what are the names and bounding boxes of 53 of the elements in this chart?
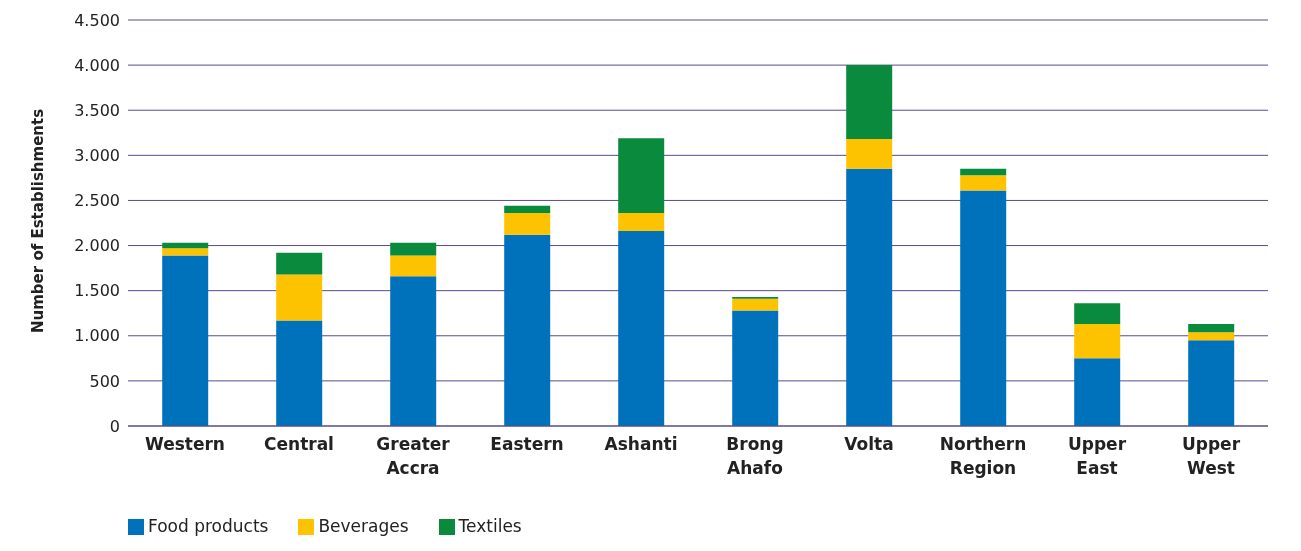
bar xyxy=(618,213,665,232)
bar xyxy=(846,168,893,426)
x-tick-label: Greater Accra xyxy=(376,434,451,478)
x-tick-label: Upper East xyxy=(1067,434,1127,478)
y-tick-label: 1.000 xyxy=(74,326,120,346)
bar xyxy=(504,213,551,235)
bar xyxy=(846,139,893,169)
bar xyxy=(1188,340,1235,426)
y-tick-label: 3.000 xyxy=(74,146,120,166)
x-tick-label: Western xyxy=(145,434,225,454)
y-tick-label: 3.500 xyxy=(74,100,120,120)
bar xyxy=(1188,324,1235,333)
bar xyxy=(732,310,779,426)
bar xyxy=(276,274,323,321)
bar xyxy=(390,255,437,277)
y-tick-label: 4.500 xyxy=(74,10,120,30)
y-tick-label: 500 xyxy=(89,371,120,391)
legend-label: Food products xyxy=(148,516,269,536)
bar xyxy=(1188,332,1235,341)
bar xyxy=(276,252,323,275)
legend-label: Beverages xyxy=(318,516,409,536)
y-tick-label: 1.500 xyxy=(74,281,120,301)
bar xyxy=(390,276,437,426)
x-tick-label: Ashanti xyxy=(604,434,678,454)
bar xyxy=(390,242,437,256)
y-tick-label: 2.000 xyxy=(74,236,120,256)
x-tick-label: Volta xyxy=(844,434,894,454)
bar xyxy=(960,190,1007,426)
bar xyxy=(162,255,209,426)
bar xyxy=(162,242,209,249)
bar xyxy=(276,320,323,426)
bar xyxy=(618,231,665,426)
y-tick-label: 0 xyxy=(109,416,120,436)
bar xyxy=(732,298,779,311)
bar xyxy=(1074,303,1121,325)
bar xyxy=(162,248,209,256)
y-tick-label: 4.000 xyxy=(74,55,120,75)
x-tick-label: Northern Region xyxy=(939,434,1027,478)
bar xyxy=(846,65,893,140)
legend-label: Textiles xyxy=(458,516,522,536)
x-tick-label: Eastern xyxy=(490,434,564,454)
y-tick-label: 2.500 xyxy=(74,191,120,211)
x-tick-label: Upper West xyxy=(1181,434,1241,478)
bar xyxy=(960,168,1007,176)
bar xyxy=(960,175,1007,191)
x-tick-label: Central xyxy=(264,434,334,454)
bar xyxy=(618,138,665,214)
bar xyxy=(1074,324,1121,359)
bar xyxy=(504,205,551,214)
bar xyxy=(504,234,551,426)
x-tick-label: Brong Ahafo xyxy=(726,434,784,478)
bar xyxy=(1074,358,1121,426)
y-axis-title: Number of Establishments xyxy=(29,108,48,333)
